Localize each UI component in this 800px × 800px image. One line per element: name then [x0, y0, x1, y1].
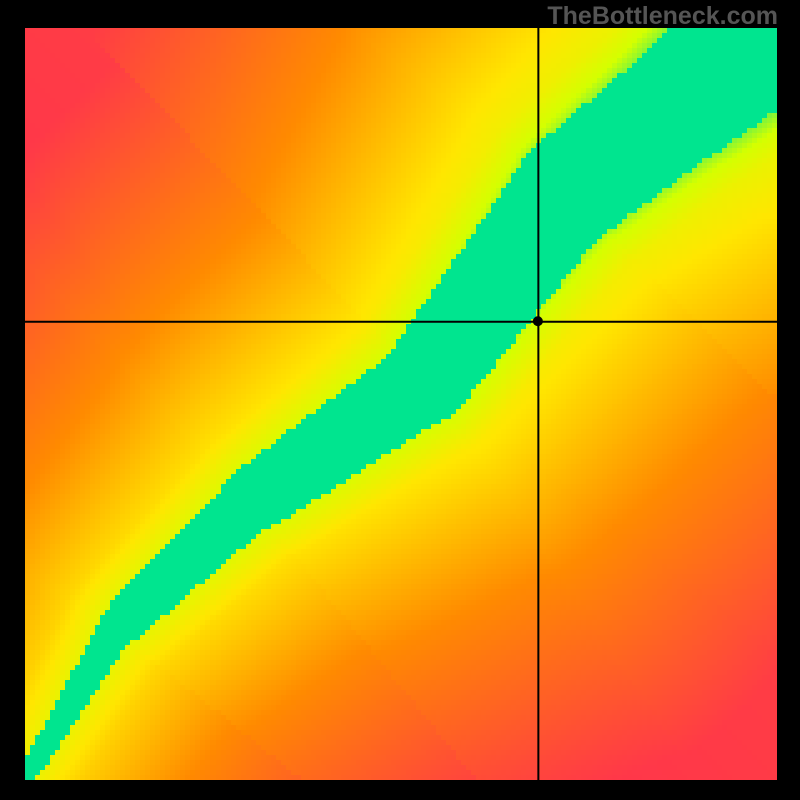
watermark-text: TheBottleneck.com — [547, 2, 778, 31]
bottleneck-heatmap — [25, 28, 777, 780]
chart-container: TheBottleneck.com — [0, 0, 800, 800]
